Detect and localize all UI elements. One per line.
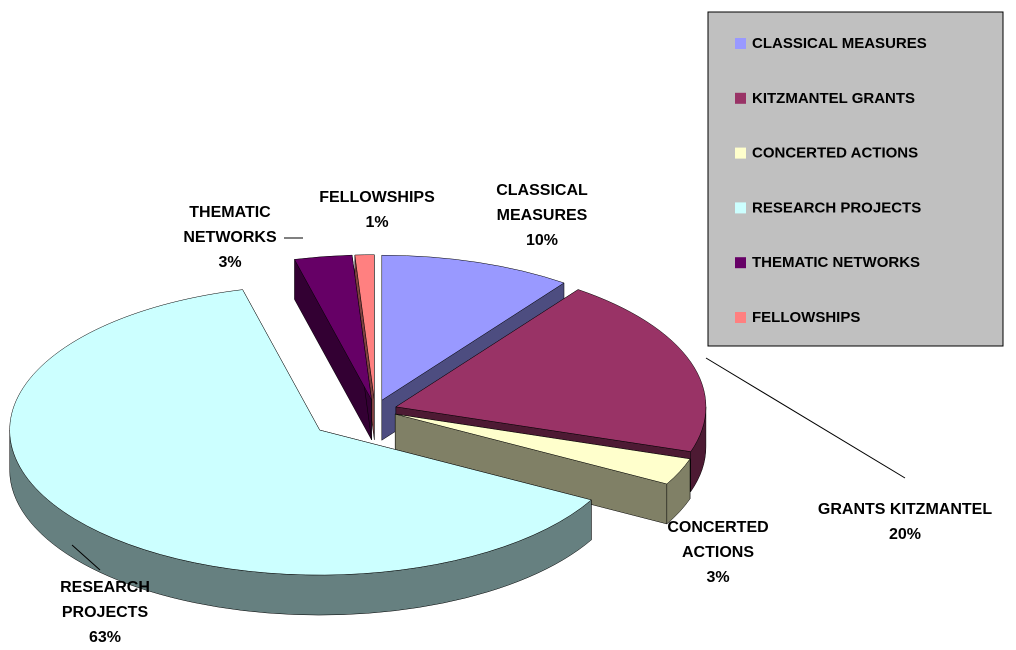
label-value: 20% xyxy=(888,526,922,543)
label-name: CLASSICAL MEASURES xyxy=(496,182,588,224)
label-value: 3% xyxy=(218,254,242,271)
label-name: CONCERTED ACTIONS xyxy=(667,519,769,561)
legend-swatch xyxy=(735,257,746,269)
label-name: RESEARCH PROJECTS xyxy=(60,579,150,621)
legend-swatch xyxy=(735,312,746,323)
label-value: 10% xyxy=(525,232,559,249)
data-label: RESEARCH PROJECTS 63% xyxy=(45,575,165,650)
slice xyxy=(354,254,375,400)
legend: CLASSICAL MEASURES KITZMANTEL GRANTS CONCE… xyxy=(735,35,927,326)
data-label: CONCERTED ACTIONS 3% xyxy=(658,515,778,590)
legend-swatch xyxy=(735,38,746,49)
data-label: GRANTS KITZMANTEL 20% xyxy=(785,497,1016,547)
legend-label: CLASSICAL MEASURES xyxy=(752,35,927,52)
label-name: THEMATIC NETWORKS xyxy=(183,204,277,246)
legend-label: THEMATIC NETWORKS xyxy=(752,254,920,271)
slice xyxy=(395,289,707,452)
legend-label: RESEARCH PROJECTS xyxy=(752,199,921,216)
data-label: THEMATIC NETWORKS 3% xyxy=(170,200,290,275)
legend-swatch xyxy=(735,202,746,214)
label-value: 1% xyxy=(365,214,389,231)
legend-swatch xyxy=(735,92,746,104)
slice xyxy=(381,254,565,401)
label-value: 3% xyxy=(706,569,730,586)
label-value: 63% xyxy=(88,629,122,646)
leader-line xyxy=(705,357,906,479)
pie xyxy=(9,254,707,616)
label-name: GRANTS KITZMANTEL xyxy=(817,501,993,518)
slice xyxy=(294,254,372,400)
leader-line xyxy=(71,544,101,571)
slice xyxy=(395,413,691,485)
legend-label: FELLOWSHIPS xyxy=(752,309,860,326)
legend-swatch xyxy=(735,147,746,159)
data-label: FELLOWSHIPS 1% xyxy=(297,185,457,235)
legend-box xyxy=(707,11,1004,347)
data-label: CLASSICAL MEASURES 10% xyxy=(482,178,602,253)
legend-label: CONCERTED ACTIONS xyxy=(752,145,918,162)
legend-label: KITZMANTEL GRANTS xyxy=(752,90,915,107)
slice xyxy=(9,289,592,576)
label-name: FELLOWSHIPS xyxy=(319,189,435,206)
